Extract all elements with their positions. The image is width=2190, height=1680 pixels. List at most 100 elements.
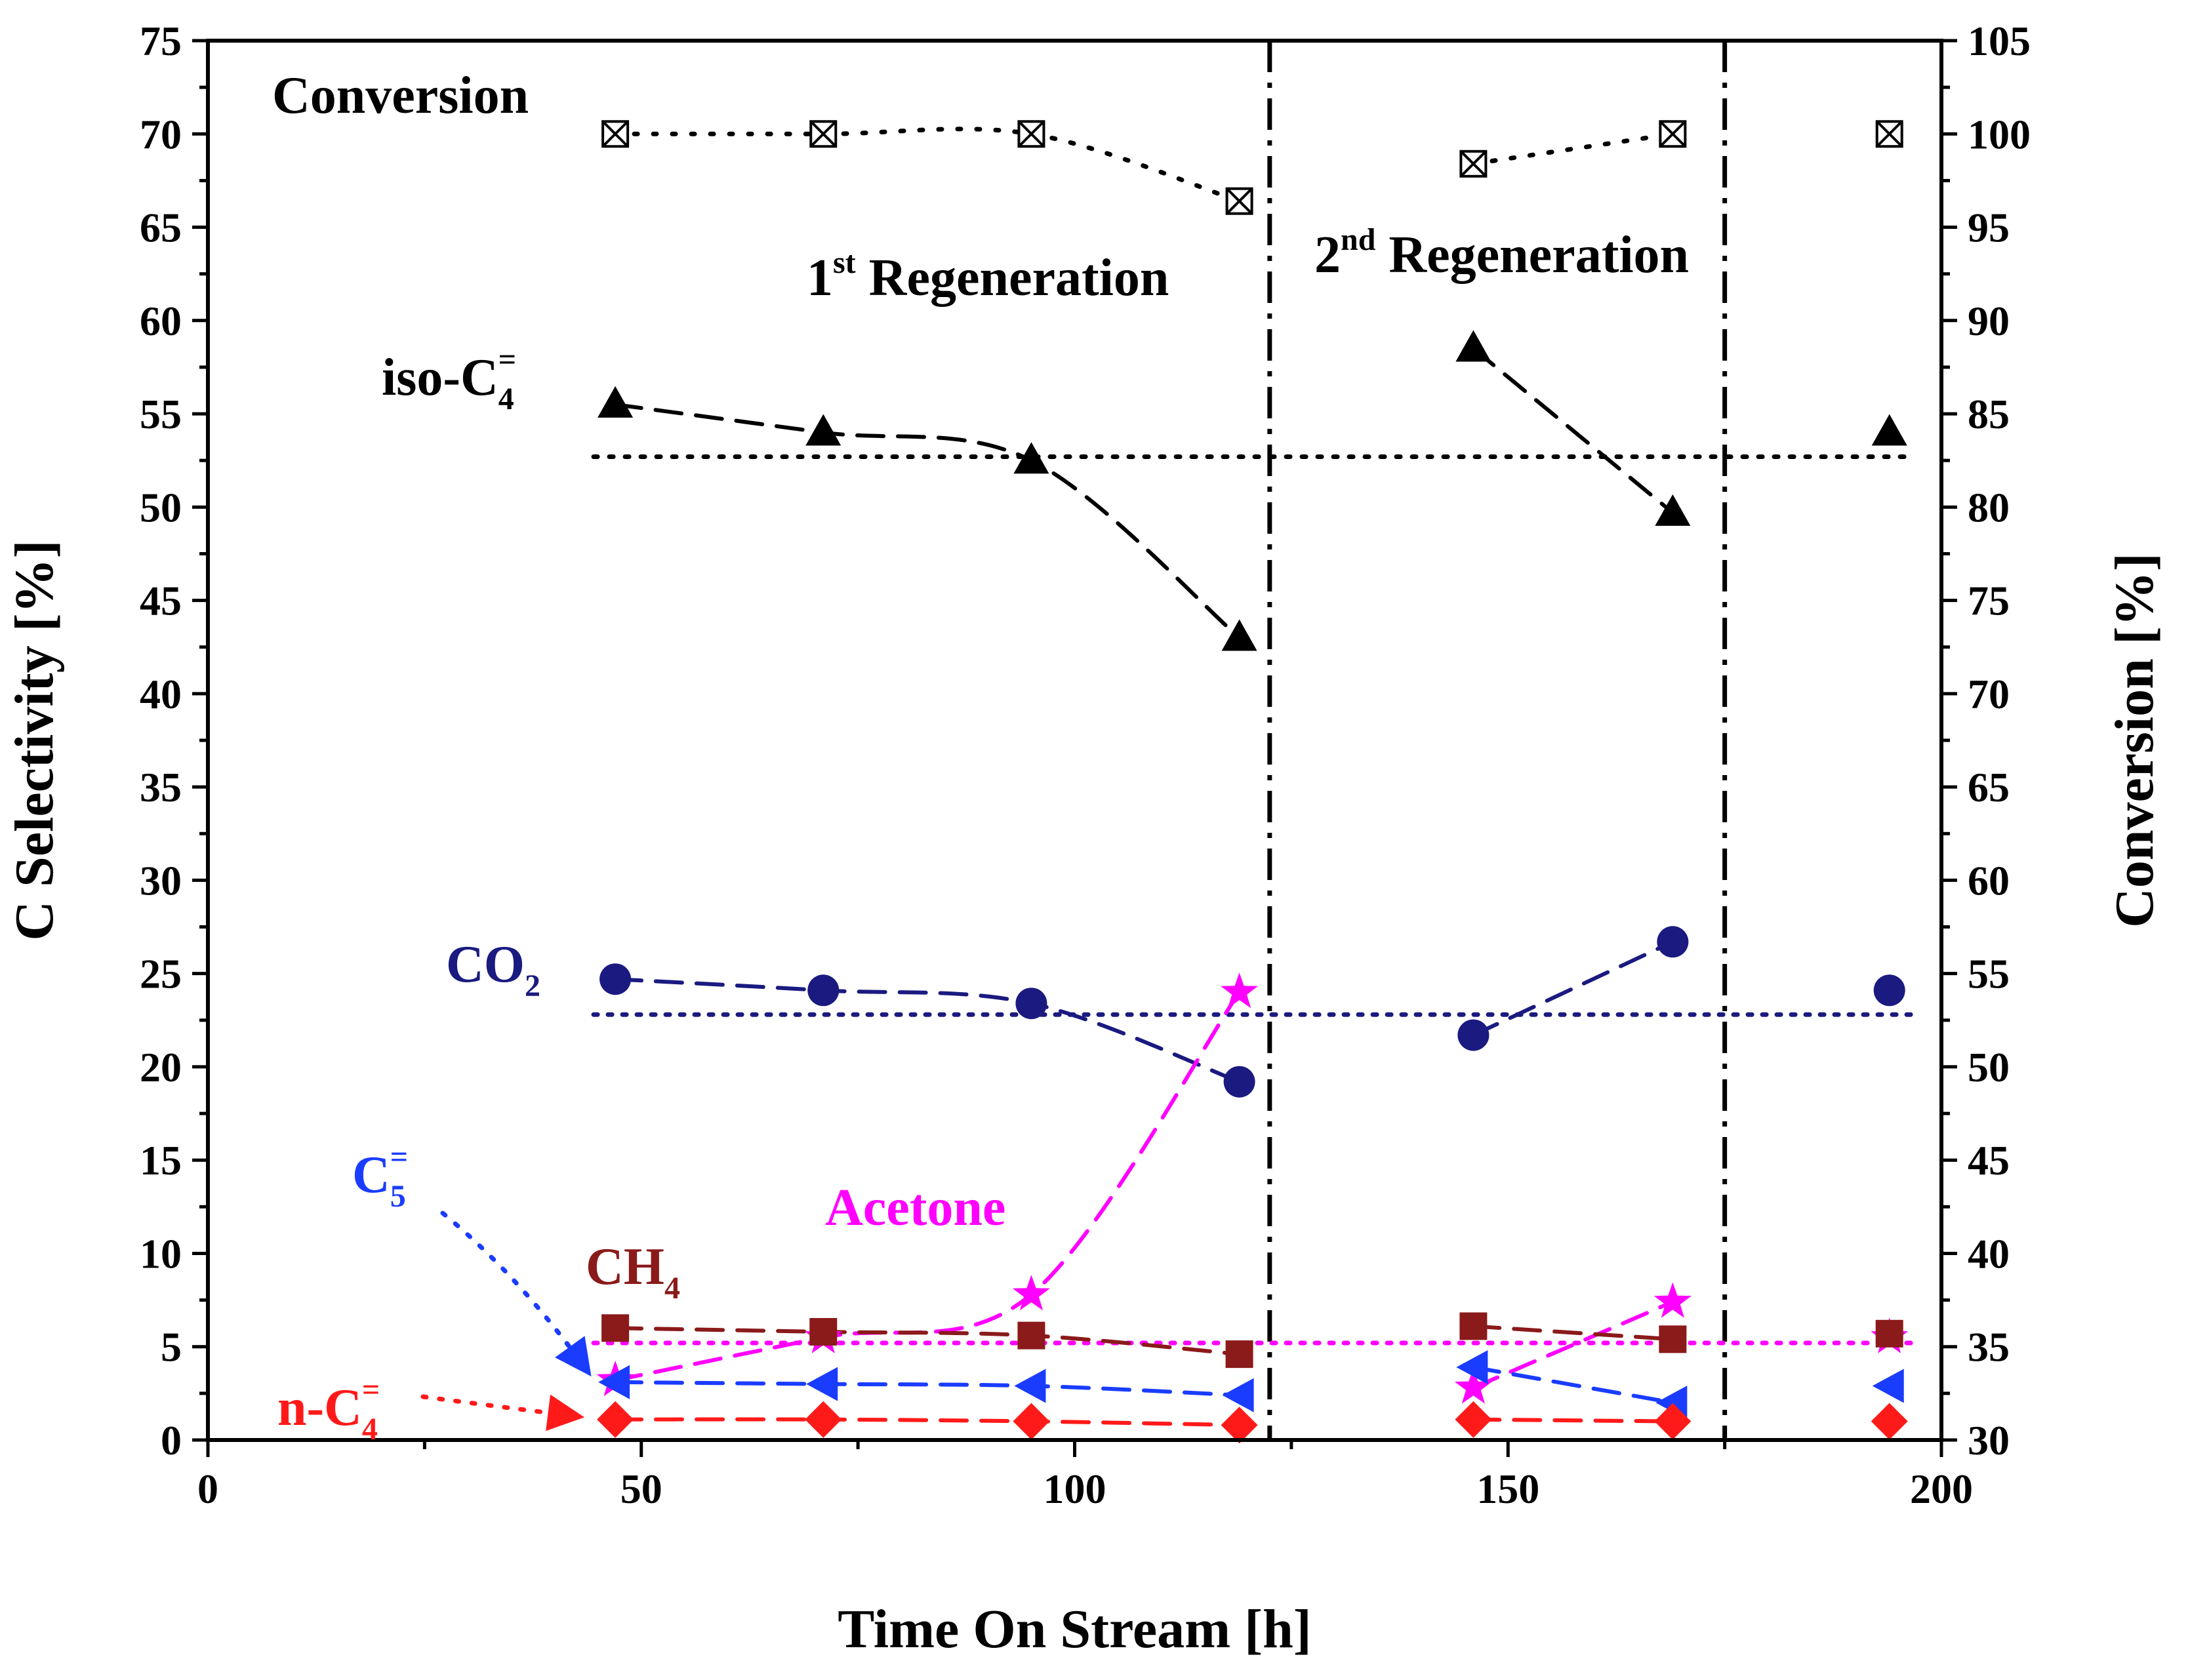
- series-lines: [613, 127, 1675, 1428]
- y-tick-label: 40: [140, 671, 182, 717]
- y-tick-label: 35: [140, 764, 182, 810]
- x-tick-label: 200: [1910, 1466, 1973, 1512]
- y-tick-label: 50: [140, 484, 182, 530]
- ch4-marker: [1017, 1321, 1045, 1350]
- co2-marker: [1457, 1019, 1490, 1051]
- c5-marker: [1456, 1350, 1488, 1385]
- iso_c4-marker: [598, 386, 634, 418]
- y2-tick-label: 30: [1968, 1417, 2010, 1464]
- co2-line: [613, 977, 1242, 1084]
- series-markers: [596, 120, 1909, 1444]
- text-labels: 0 50 100 150 200 0 5 10 15 20 25 30 35 40 45 50 55 60 65 70…: [4, 18, 2165, 1660]
- conversion-marker: [601, 120, 630, 148]
- y2-tick-label: 100: [1968, 111, 2031, 157]
- conversion-label: Conversion: [272, 67, 529, 125]
- co2-marker: [599, 963, 632, 995]
- y2-tick-label: 90: [1968, 298, 2010, 344]
- y2-tick-label: 75: [1968, 578, 2010, 624]
- y-tick-label: 10: [140, 1230, 182, 1277]
- co2-label: CO2: [446, 936, 540, 1003]
- iso_c4-label: iso-C4: [382, 349, 514, 416]
- conversion-marker: [1459, 150, 1488, 178]
- conversion-marker-cross-b: [1018, 120, 1045, 148]
- conversion-marker: [1875, 120, 1903, 148]
- conversion-line: [613, 127, 1242, 204]
- regeneration-label: 1st Regeneration: [807, 245, 1169, 307]
- ch4-marker: [1659, 1325, 1687, 1353]
- n_c4-label-sup: =: [362, 1372, 380, 1407]
- ch4-label: CH4: [586, 1238, 680, 1306]
- conversion-line: [1470, 131, 1675, 167]
- regeneration-label: 2nd Regeneration: [1314, 222, 1689, 284]
- iso_c4-marker: [1013, 442, 1049, 474]
- axis-ticks: [192, 39, 1957, 1457]
- y2-tick-label: 35: [1968, 1324, 2010, 1370]
- iso_c4-marker: [1871, 414, 1907, 446]
- conversion-marker-cross-b: [1876, 120, 1903, 148]
- y-tick-label: 20: [140, 1044, 182, 1090]
- y-tick-label: 25: [140, 951, 182, 997]
- x-tick-label: 50: [620, 1466, 662, 1512]
- y-tick-label: 75: [140, 18, 182, 64]
- y2-tick-label: 60: [1968, 857, 2010, 904]
- conversion-marker-cross-b: [1459, 150, 1487, 178]
- y-tick-label: 5: [161, 1324, 182, 1370]
- n_c4-marker: [1221, 1407, 1258, 1444]
- n_c4-line: [613, 1417, 1242, 1428]
- ch4-marker: [1875, 1319, 1903, 1348]
- y2-tick-label: 70: [1968, 671, 2010, 717]
- y-tick-label: 60: [140, 298, 182, 344]
- c5-marker: [806, 1367, 838, 1401]
- y2-tick-label: 85: [1968, 391, 2010, 437]
- iso_c4-marker: [1655, 494, 1691, 526]
- co2-line: [1471, 940, 1675, 1037]
- acetone-line: [1471, 1300, 1675, 1390]
- x-tick-label: 0: [197, 1466, 218, 1512]
- y2-tick-label: 105: [1968, 18, 2031, 64]
- co2-marker: [1657, 926, 1689, 958]
- conversion-marker: [1225, 187, 1253, 215]
- y-tick-label: 45: [140, 578, 182, 624]
- n_c4-marker: [597, 1401, 634, 1438]
- acetone-marker: [1653, 1282, 1692, 1318]
- y-tick-label: 15: [140, 1137, 182, 1184]
- c5-arrow: [440, 1210, 592, 1377]
- y-axis-title: C Selectivity [%]: [4, 540, 65, 940]
- iso_c4-line: [1471, 346, 1675, 515]
- acetone-marker: [1012, 1275, 1050, 1311]
- c5-line: [613, 1380, 1242, 1397]
- co2-marker: [1015, 988, 1047, 1020]
- y2-tick-label: 55: [1968, 951, 2010, 997]
- conversion-marker-cross-b: [1659, 120, 1686, 148]
- n_c4-marker: [1871, 1403, 1908, 1440]
- conversion-marker-cross-b: [601, 120, 629, 148]
- n-c4-arrow: [420, 1394, 585, 1431]
- n_c4-line: [1471, 1417, 1675, 1424]
- conversion-marker: [1017, 120, 1045, 148]
- ch4-marker: [1225, 1340, 1253, 1369]
- y-tick-label: 65: [140, 205, 182, 251]
- x-tick-label: 100: [1044, 1466, 1106, 1512]
- iso_c4-line: [613, 402, 1242, 640]
- c5-label-sup: =: [390, 1140, 408, 1174]
- y2-axis-title: Conversion [%]: [2104, 553, 2165, 928]
- conversion-marker: [1659, 120, 1687, 148]
- acetone-line: [613, 990, 1242, 1382]
- co2-marker: [1873, 974, 1905, 1007]
- conversion-marker-cross-b: [1226, 188, 1253, 215]
- acetone-marker: [1454, 1368, 1492, 1404]
- c5-marker: [598, 1365, 630, 1399]
- n_c4-marker: [1455, 1401, 1492, 1438]
- c5-marker: [1872, 1369, 1904, 1403]
- y-tick-label: 55: [140, 391, 182, 437]
- y-tick-label: 30: [140, 857, 182, 904]
- regeneration-lines: [1267, 41, 1728, 1440]
- label-arrows: [420, 1210, 592, 1431]
- conversion-marker-cross-b: [809, 120, 837, 148]
- co2-marker: [807, 974, 840, 1007]
- y2-tick-label: 65: [1968, 764, 2010, 810]
- y2-tick-label: 80: [1968, 484, 2010, 530]
- y2-tick-label: 95: [1968, 205, 2010, 251]
- iso_c4-label-sup: =: [498, 342, 516, 377]
